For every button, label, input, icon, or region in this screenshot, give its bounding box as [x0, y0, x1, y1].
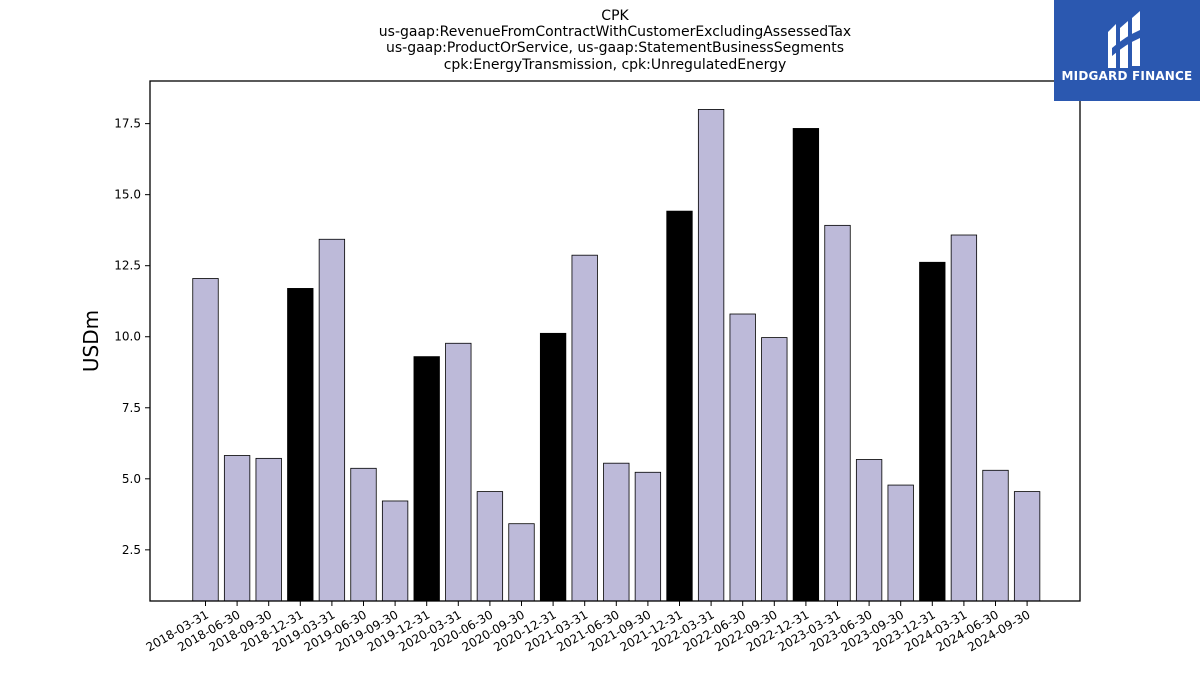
midgard-finance-logo: MIDGARD FINANCE: [1054, 0, 1200, 101]
bar: [381, 500, 409, 602]
bar: [824, 224, 851, 602]
logo-text: MIDGARD FINANCE: [1061, 69, 1193, 83]
bar: [982, 469, 1009, 602]
y-axis-label: USDm: [79, 310, 103, 372]
y-tick-label: 2.5: [122, 543, 141, 557]
bar: [445, 342, 472, 602]
y-tick-label: 10.0: [114, 330, 141, 344]
bar: [318, 238, 346, 602]
y-tick-label: 15.0: [114, 188, 141, 202]
bar: [761, 337, 788, 602]
bar: [855, 459, 883, 602]
chart-title-line: CPK: [601, 8, 629, 24]
chart-title-line: cpk:EnergyTransmission, cpk:UnregulatedE…: [444, 57, 787, 73]
bar: [350, 467, 377, 602]
bar: [413, 356, 440, 602]
bar: [476, 491, 504, 602]
y-axis: 2.5 5.0 7.5 10.0 12.5 15.0 17.5: [114, 117, 150, 557]
chart-title: CPK us-gaap:RevenueFromContractWithCusto…: [379, 8, 851, 73]
chart-title-line: us-gaap:RevenueFromContractWithCustomerE…: [379, 24, 851, 40]
y-tick-label: 7.5: [122, 401, 141, 415]
bar: [223, 455, 251, 602]
bar: [603, 462, 630, 602]
bar: [887, 484, 914, 602]
y-tick-label: 12.5: [114, 259, 141, 273]
x-axis: 2018-03-312018-06-302018-09-302018-12-31…: [144, 601, 1033, 654]
bar: [697, 109, 725, 602]
bar: [634, 471, 662, 602]
plot-frame: [149, 80, 1081, 602]
bar: [255, 457, 282, 602]
bar: [792, 128, 820, 602]
bar: [729, 313, 756, 602]
bar: [287, 288, 314, 602]
bars-group: [192, 109, 1041, 602]
y-tick-label: 17.5: [114, 117, 141, 131]
bar: [1013, 491, 1041, 602]
bar: [666, 210, 693, 602]
bar: [539, 332, 567, 602]
bar: [919, 261, 946, 602]
y-tick-label: 5.0: [122, 472, 141, 486]
bar: [571, 254, 598, 602]
logo-mark-icon: [1108, 11, 1140, 68]
bar: [508, 523, 535, 602]
bar: [192, 278, 219, 602]
bar: [950, 234, 978, 602]
chart-title-line: us-gaap:ProductOrService, us-gaap:Statem…: [386, 40, 844, 56]
